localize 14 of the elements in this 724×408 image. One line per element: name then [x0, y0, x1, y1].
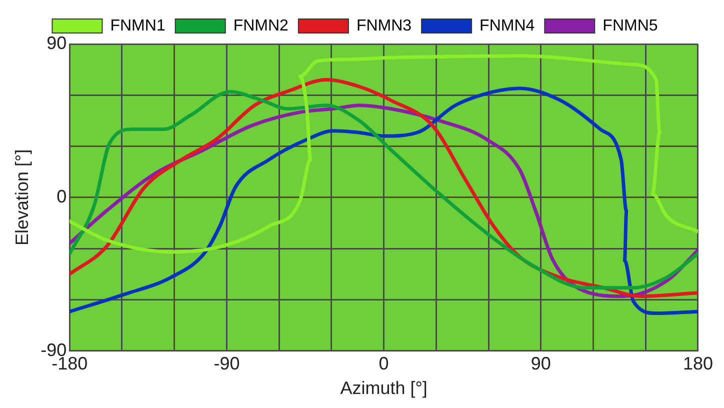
x-tick-label: 90: [530, 354, 551, 374]
line-series: [70, 54, 698, 254]
y-axis-title: Elevation [°]: [12, 149, 32, 246]
y-tick-label: 0: [56, 186, 67, 206]
legend-label: FNMN2: [233, 17, 289, 34]
legend-label: FNMN5: [602, 17, 658, 34]
x-tick-label: -90: [214, 354, 240, 374]
x-tick-label: 0: [378, 354, 389, 374]
x-tick-label: 180: [682, 354, 714, 374]
legend-label: FNMN4: [480, 17, 535, 34]
legend-label: FNMN1: [110, 17, 166, 34]
x-axis-title: Azimuth [°]: [340, 378, 428, 398]
legend-label: FNMN3: [356, 17, 412, 34]
y-tick-label: 90: [46, 32, 67, 53]
